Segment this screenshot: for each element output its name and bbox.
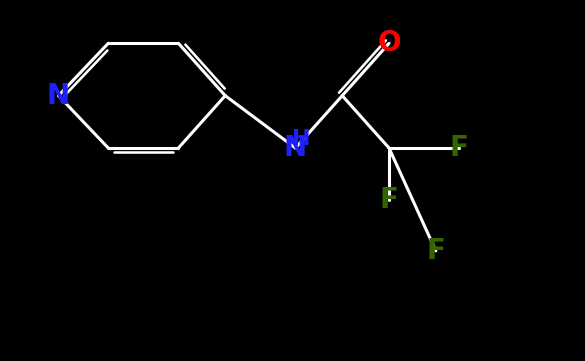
- Text: F: F: [450, 134, 469, 162]
- Text: N: N: [47, 82, 70, 110]
- Text: O: O: [377, 29, 401, 57]
- Text: F: F: [426, 237, 445, 265]
- Text: H: H: [292, 129, 311, 149]
- Text: N: N: [284, 134, 307, 162]
- Text: F: F: [380, 186, 398, 214]
